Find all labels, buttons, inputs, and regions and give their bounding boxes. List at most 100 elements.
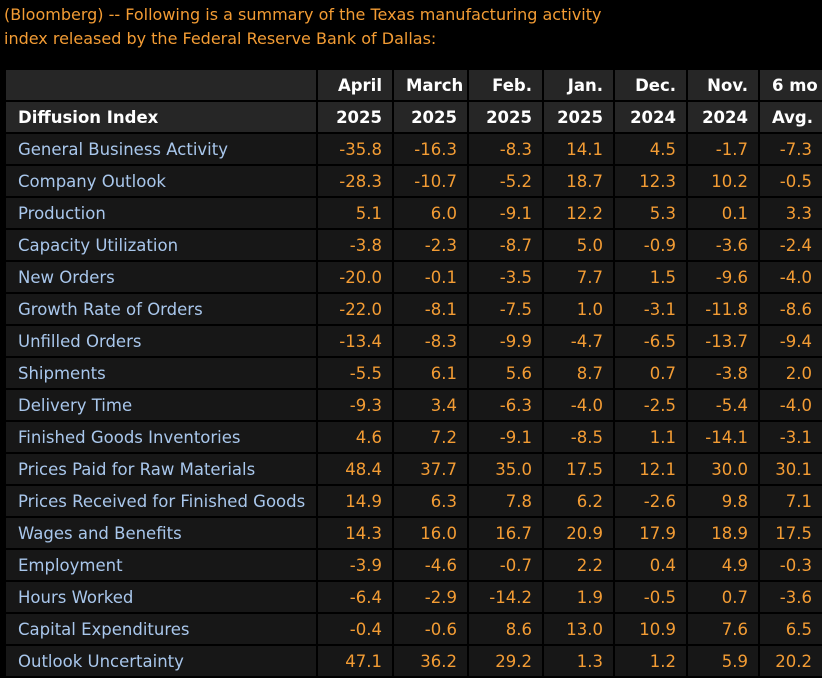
value-cell: 17.9 [613,516,688,550]
value-cell: 5.1 [316,196,394,230]
intro: (Bloomberg) -- Following is a summary of… [4,3,601,51]
value-cell: -2.9 [392,580,469,614]
value-cell: 12.3 [613,164,688,198]
value-cell: 30.1 [758,452,822,486]
header-cell: 2025 [542,100,615,134]
value-cell: 20.2 [758,644,822,678]
value-cell: 18.9 [686,516,760,550]
value-cell: -8.3 [467,132,544,166]
row-label[interactable]: Growth Rate of Orders [4,292,318,326]
value-cell: 13.0 [542,612,615,646]
header-cell: April [316,68,394,102]
data-row: Production 5.1 6.0 -9.1 12.2 5.3 0.1 3.3 [4,196,822,230]
value-cell: -4.0 [542,388,615,422]
value-cell: -0.3 [758,548,822,582]
header-cell: 2024 [613,100,688,134]
header-cell: Diffusion Index [4,100,318,134]
data-row: Growth Rate of Orders -22.0 -8.1 -7.5 1.0 -3.… [4,292,822,326]
header-cell: 2025 [316,100,394,134]
row-label[interactable]: Unfilled Orders [4,324,318,358]
row-label[interactable]: Capital Expenditures [4,612,318,646]
value-cell: 20.9 [542,516,615,550]
header-cell: 2025 [467,100,544,134]
value-cell: -3.1 [613,292,688,326]
row-label[interactable]: Wages and Benefits [4,516,318,550]
row-label[interactable]: New Orders [4,260,318,294]
header-cell: 6 mo [758,68,822,102]
value-cell: 29.2 [467,644,544,678]
value-cell: 35.0 [467,452,544,486]
value-cell: 1.3 [542,644,615,678]
value-cell: 1.1 [613,420,688,454]
value-cell: -1.7 [686,132,760,166]
data-table: April March Feb. Jan. Dec. Nov. 6 mo Diffusion … [4,68,822,678]
value-cell: 0.4 [613,548,688,582]
value-cell: 0.7 [686,580,760,614]
data-row: Finished Goods Inventories 4.6 7.2 -9.1 -8.5… [4,420,822,454]
value-cell: -4.7 [542,324,615,358]
value-cell: 6.3 [392,484,469,518]
value-cell: -28.3 [316,164,394,198]
value-cell: -0.9 [613,228,688,262]
value-cell: -10.7 [392,164,469,198]
header-cell: 2024 [686,100,760,134]
row-label[interactable]: General Business Activity [4,132,318,166]
row-label[interactable]: Shipments [4,356,318,390]
header-row: Diffusion Index 2025 2025 2025 2025 2024 2024 A… [4,100,822,134]
value-cell: -7.3 [758,132,822,166]
value-cell: -8.7 [467,228,544,262]
value-cell: -8.5 [542,420,615,454]
header-cell: March [392,68,469,102]
row-label[interactable]: Prices Received for Finished Goods [4,484,318,518]
data-row: General Business Activity -35.8 -16.3 -8.3 1… [4,132,822,166]
row-label[interactable]: Hours Worked [4,580,318,614]
value-cell: 4.9 [686,548,760,582]
value-cell: -3.5 [467,260,544,294]
value-cell: 1.0 [542,292,615,326]
value-cell: -5.4 [686,388,760,422]
value-cell: 2.2 [542,548,615,582]
header-cell: Nov. [686,68,760,102]
value-cell: 5.6 [467,356,544,390]
row-label[interactable]: Outlook Uncertainty [4,644,318,678]
row-label[interactable]: Production [4,196,318,230]
value-cell: 10.2 [686,164,760,198]
value-cell: -7.5 [467,292,544,326]
row-label[interactable]: Capacity Utilization [4,228,318,262]
value-cell: -3.8 [316,228,394,262]
value-cell: 6.5 [758,612,822,646]
value-cell: -16.3 [392,132,469,166]
value-cell: 7.6 [686,612,760,646]
value-cell: 6.0 [392,196,469,230]
value-cell: -0.5 [613,580,688,614]
row-label[interactable]: Employment [4,548,318,582]
header-cell: Feb. [467,68,544,102]
row-label[interactable]: Finished Goods Inventories [4,420,318,454]
value-cell: 8.7 [542,356,615,390]
value-cell: -0.7 [467,548,544,582]
value-cell: 3.3 [758,196,822,230]
value-cell: -0.5 [758,164,822,198]
value-cell: -2.3 [392,228,469,262]
value-cell: -4.0 [758,388,822,422]
value-cell: -4.0 [758,260,822,294]
value-cell: -13.7 [686,324,760,358]
value-cell: 4.6 [316,420,394,454]
value-cell: -5.2 [467,164,544,198]
data-row: Prices Paid for Raw Materials 48.4 37.7 35.… [4,452,822,486]
row-label[interactable]: Prices Paid for Raw Materials [4,452,318,486]
intro-line: (Bloomberg) -- Following is a summary of… [4,5,602,24]
value-cell: -0.4 [316,612,394,646]
data-row: Wages and Benefits 14.3 16.0 16.7 20.9 17.9 18… [4,516,822,550]
value-cell: -6.3 [467,388,544,422]
value-cell: -2.5 [613,388,688,422]
row-label[interactable]: Company Outlook [4,164,318,198]
intro-line: index released by the Federal Reserve Ba… [4,29,437,48]
value-cell: 4.5 [613,132,688,166]
value-cell: 5.9 [686,644,760,678]
row-label[interactable]: Delivery Time [4,388,318,422]
value-cell: 9.8 [686,484,760,518]
value-cell: -2.6 [613,484,688,518]
data-row: Unfilled Orders -13.4 -8.3 -9.9 -4.7 -6.5 -13.… [4,324,822,358]
value-cell: -3.8 [686,356,760,390]
